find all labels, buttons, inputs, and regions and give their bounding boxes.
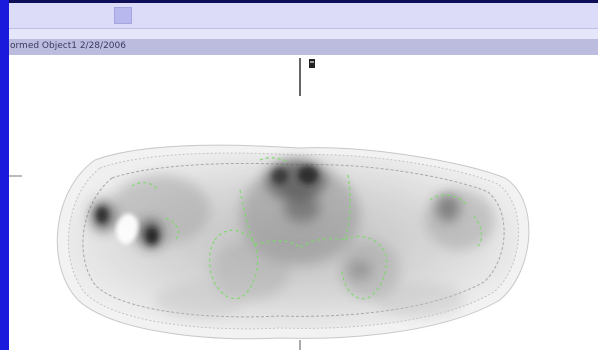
image-title: ormed Object1 2/28/2006	[10, 41, 126, 51]
image-title-bar: ormed Object1 2/28/2006	[9, 39, 598, 55]
toolbar-strip	[9, 29, 598, 39]
tool-square-icon[interactable]	[114, 7, 132, 24]
crosshair-icon	[9, 58, 301, 350]
orientation-marker-icon	[309, 59, 315, 68]
window-left-border	[0, 0, 9, 350]
activity-hotspots	[91, 160, 460, 280]
window-top-edge	[9, 0, 598, 3]
void-region	[116, 213, 139, 245]
green-contour	[131, 157, 483, 300]
toolbar	[9, 3, 598, 29]
